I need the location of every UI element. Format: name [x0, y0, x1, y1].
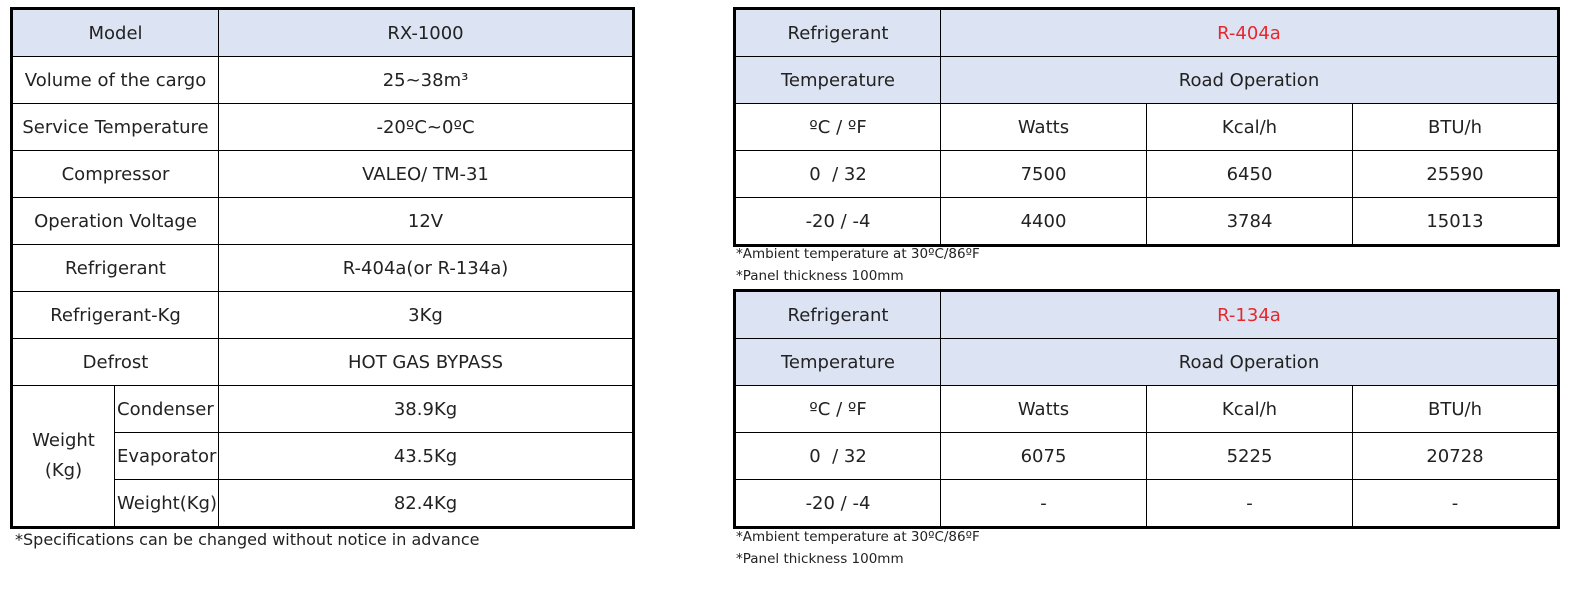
table-cell: Watts	[940, 103, 1147, 151]
table-row: -20 / -4- - -	[734, 479, 1559, 528]
table-cell: 3784	[1146, 197, 1353, 246]
table-cell: Volume of the cargo	[10, 56, 220, 104]
table-cell: Evaporator	[113, 432, 220, 480]
table-row: Compressor VALEO/ TM-31	[10, 150, 635, 198]
capacity-note: *Ambient temperature at 30ºC/86ºF	[736, 529, 980, 545]
table-cell: Model	[10, 8, 220, 57]
table-cell: Refrigerant	[734, 8, 941, 57]
table-cell: ºC / ºF	[734, 385, 941, 433]
capacity-table: Refrigerant R-404a Temperature Road Operati…	[733, 7, 1560, 247]
table-cell: Weight (Kg)	[11, 385, 115, 528]
table-cell: 25~38m³	[218, 56, 635, 104]
table-cell: -20ºC~0ºC	[218, 103, 635, 151]
table-row: Weight (Kg) Condenser 38.9Kg	[11, 385, 635, 528]
table-cell: 6450	[1146, 150, 1353, 198]
table-row: 0 / 32 7500 6450 25590	[734, 150, 1559, 198]
table-row: Operation Voltage 12V	[10, 197, 635, 245]
table-cell: 20728	[1352, 432, 1559, 480]
table-cell: Defrost	[10, 338, 220, 386]
table-cell: 7500	[940, 150, 1147, 198]
table-cell: 43.5Kg	[218, 432, 635, 480]
table-cell: Refrigerant-Kg	[10, 291, 220, 339]
table-cell: 0 / 32	[734, 432, 941, 480]
table-cell: Kcal/h	[1146, 103, 1353, 151]
table-row: Refrigerant R-404a	[734, 8, 1559, 57]
table-row: Temperature Road Operation	[734, 56, 1559, 104]
table-cell: Refrigerant	[10, 244, 220, 292]
table-row: Refrigerant R-134a	[734, 290, 1559, 339]
capacity-table: Refrigerant R-134a Temperature Road Operati…	[733, 289, 1560, 529]
table-cell: Operation Voltage	[10, 197, 220, 245]
table-cell: Road Operation	[940, 338, 1559, 386]
table-cell: ºC / ºF	[734, 103, 941, 151]
table-row: Refrigerant R-404a(or R-134a)	[10, 244, 635, 292]
table-cell: RX-1000	[218, 8, 635, 57]
table-cell: R-134a	[940, 290, 1559, 339]
capacity-note: *Panel thickness 100mm	[736, 551, 904, 567]
table-cell: -	[1146, 479, 1353, 528]
spec-note: *Specifications can be changed without n…	[15, 530, 480, 549]
table-cell: VALEO/ TM-31	[218, 150, 635, 198]
table-row: ºC / ºF Watts Kcal/h BTU/h	[734, 103, 1559, 151]
table-cell: Condenser	[113, 385, 220, 433]
table-cell: R-404a(or R-134a)	[218, 244, 635, 292]
table-row: Volume of the cargo 25~38m³	[10, 56, 635, 104]
table-cell: 15013	[1352, 197, 1559, 246]
table-cell: BTU/h	[1352, 385, 1559, 433]
table-cell: Refrigerant	[734, 290, 941, 339]
table-cell: 6075	[940, 432, 1147, 480]
table-cell: Temperature	[734, 338, 941, 386]
table-cell: 38.9Kg	[218, 385, 635, 433]
table-row: Refrigerant-Kg 3Kg	[10, 291, 635, 339]
table-cell: Compressor	[10, 150, 220, 198]
table-cell: Watts	[940, 385, 1147, 433]
table-row: -20 / -4 4400 3784 15013	[734, 197, 1559, 246]
table-row: Weight(Kg) 82.4Kg	[12, 479, 635, 528]
table-cell: 82.4Kg	[218, 479, 635, 528]
table-cell: 5225	[1146, 432, 1353, 480]
table-row: Evaporator 43.5Kg	[12, 432, 635, 480]
table-cell: 3Kg	[218, 291, 635, 339]
table-cell: Kcal/h	[1146, 385, 1353, 433]
table-row: Model RX-1000	[10, 8, 635, 57]
table-cell: Service Temperature	[10, 103, 220, 151]
table-cell: 4400	[940, 197, 1147, 246]
table-row: Temperature Road Operation	[734, 338, 1559, 386]
table-row: Service Temperature -20ºC~0ºC	[10, 103, 635, 151]
table-cell: 12V	[218, 197, 635, 245]
table-cell: Temperature	[734, 56, 941, 104]
table-cell: BTU/h	[1352, 103, 1559, 151]
table-cell: -	[1352, 479, 1559, 528]
table-cell: 25590	[1352, 150, 1559, 198]
table-cell: -	[940, 479, 1147, 528]
table-cell: 0 / 32	[734, 150, 941, 198]
table-cell: -20 / -4	[734, 479, 941, 528]
capacity-note: *Panel thickness 100mm	[736, 268, 904, 284]
table-row: ºC / ºF Watts Kcal/h BTU/h	[734, 385, 1559, 433]
table-row: 0 / 32 6075 5225 20728	[734, 432, 1559, 480]
table-cell: Weight(Kg)	[113, 479, 220, 528]
capacity-note: *Ambient temperature at 30ºC/86ºF	[736, 246, 980, 262]
table-cell: Road Operation	[940, 56, 1559, 104]
table-cell: HOT GAS BYPASS	[218, 338, 635, 386]
table-cell: -20 / -4	[734, 197, 941, 246]
table-cell: R-404a	[940, 8, 1559, 57]
table-row: Defrost HOT GAS BYPASS	[10, 338, 635, 386]
spec-table: Model RX-1000 Volume of the cargo 25~38m³ Se…	[10, 7, 636, 529]
